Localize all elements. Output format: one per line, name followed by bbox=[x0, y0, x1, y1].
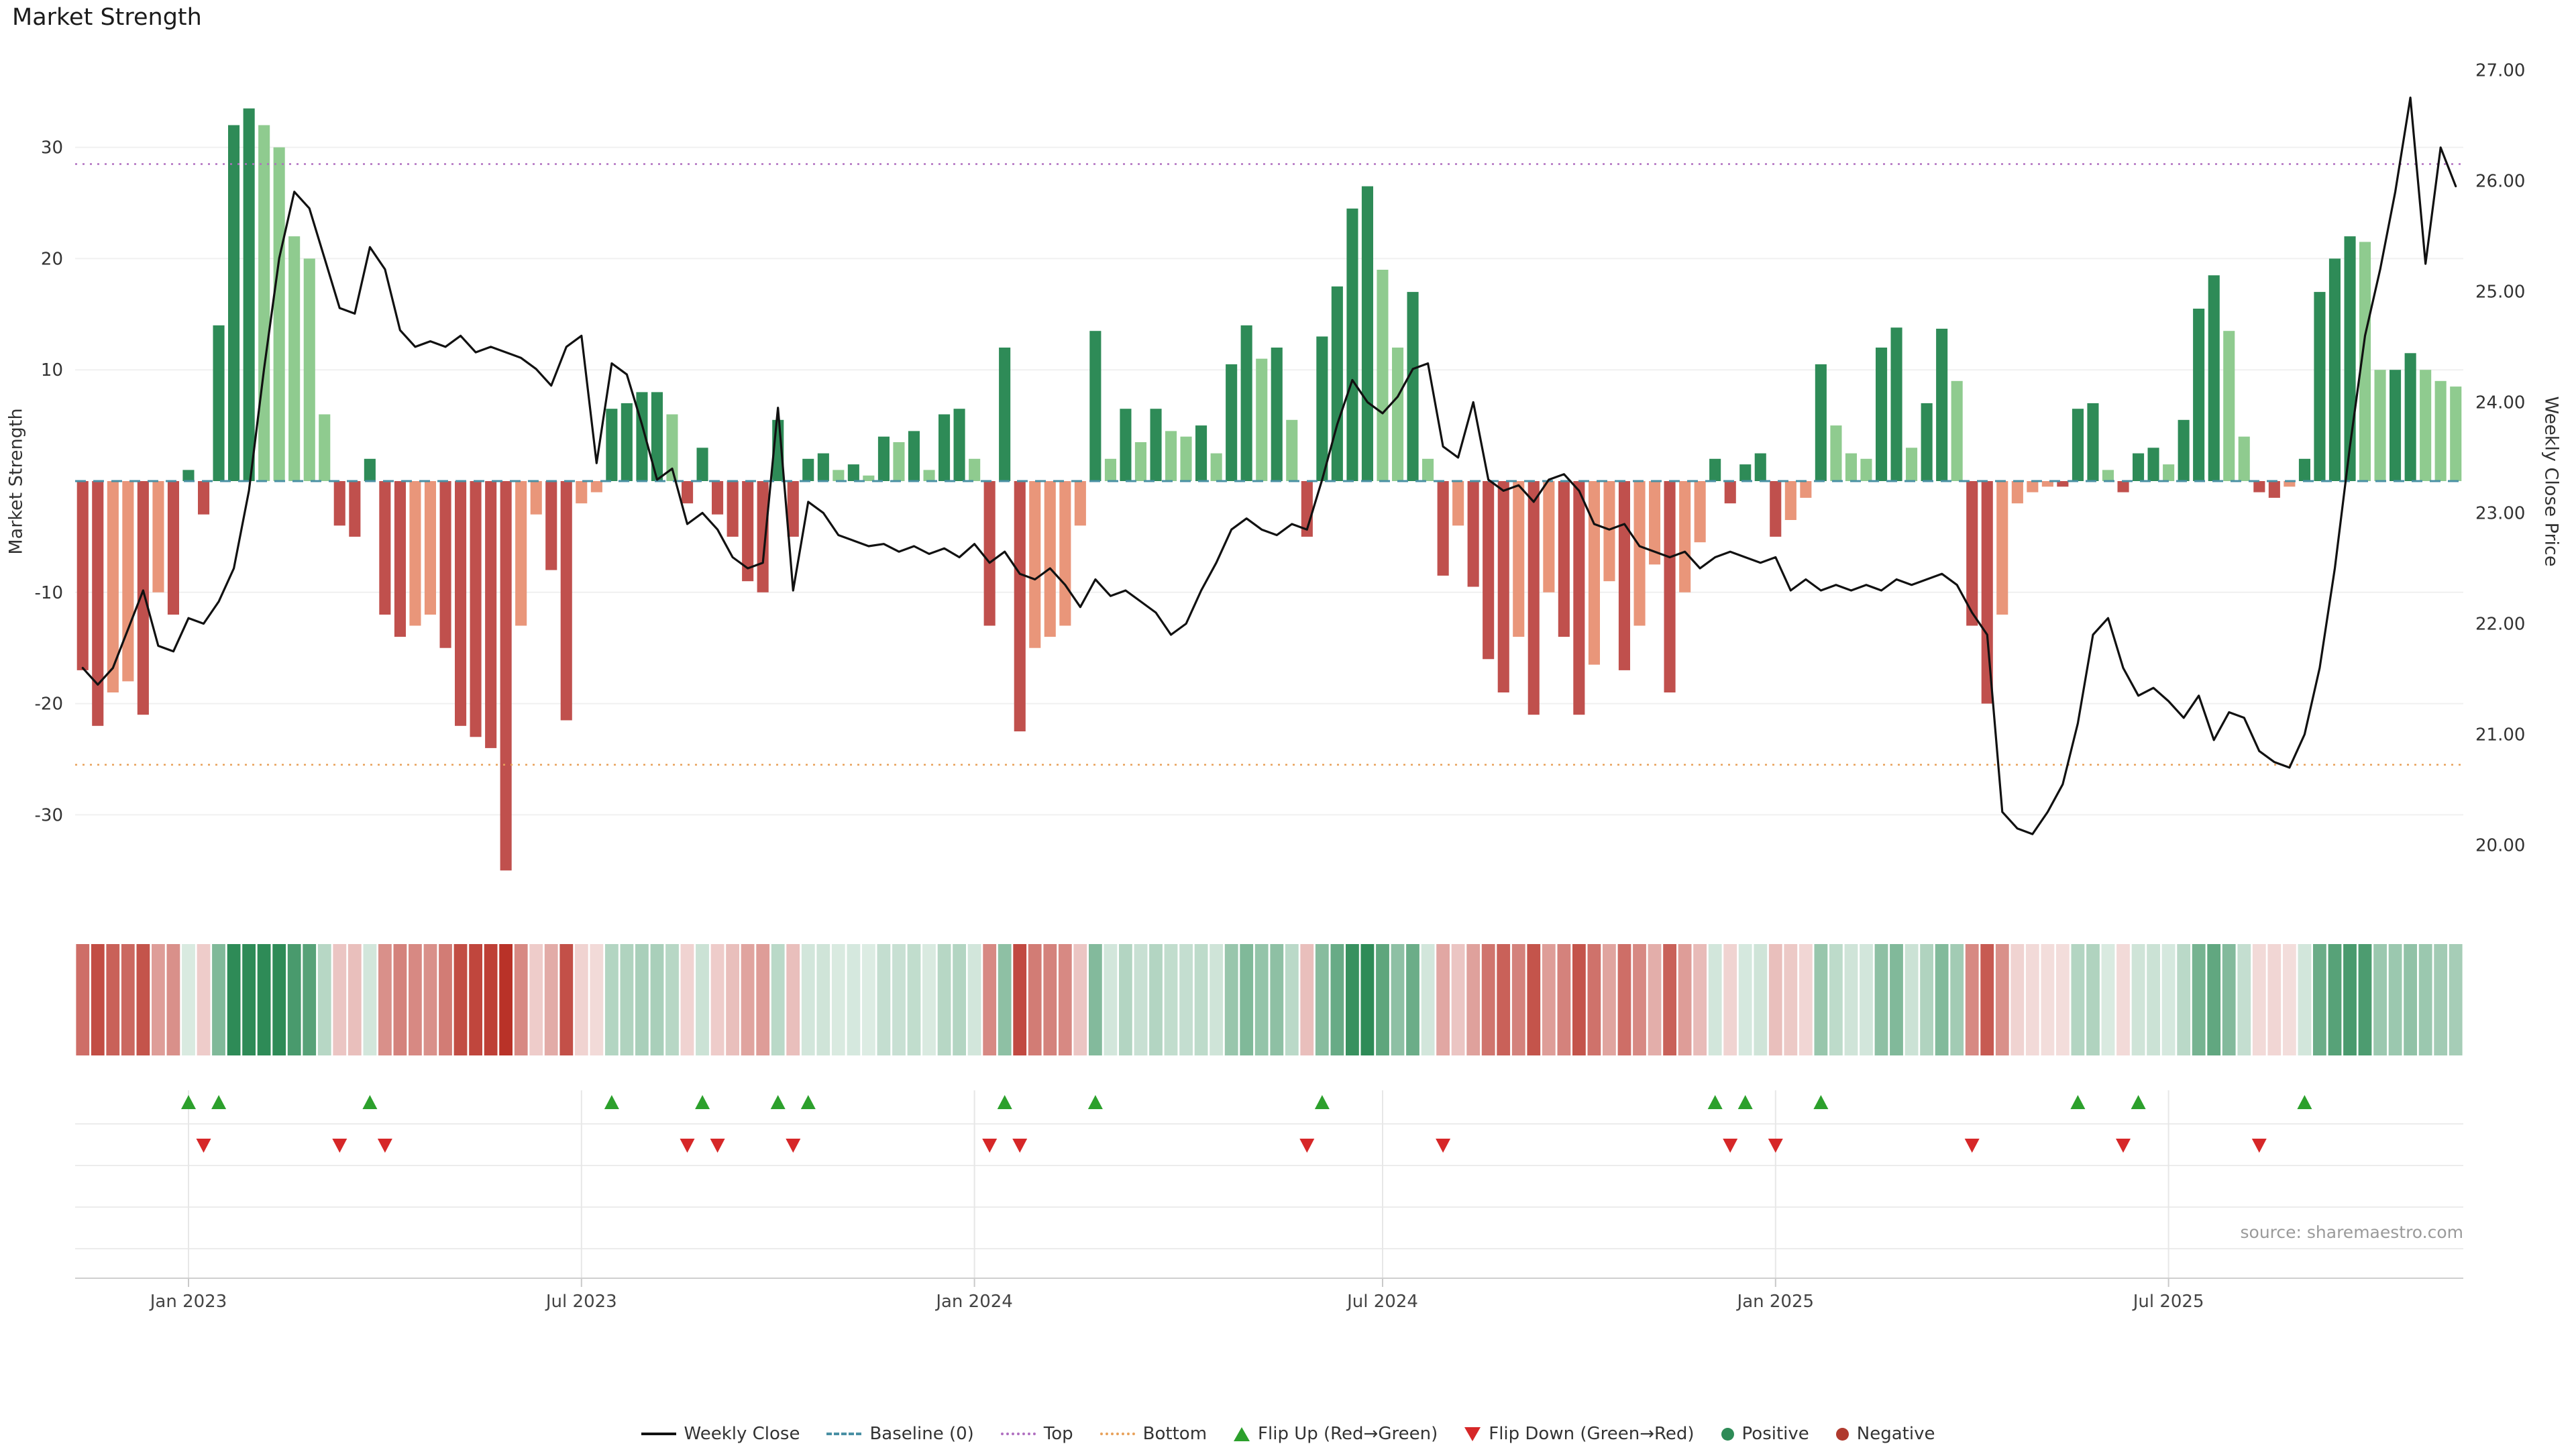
svg-text:22.00: 22.00 bbox=[2475, 615, 2525, 635]
svg-text:30: 30 bbox=[41, 138, 63, 158]
svg-text:-30: -30 bbox=[35, 805, 63, 825]
legend-label: Top bbox=[1043, 1424, 1073, 1444]
svg-text:-20: -20 bbox=[35, 694, 63, 715]
svg-text:27.00: 27.00 bbox=[2475, 60, 2525, 81]
svg-text:Jan 2025: Jan 2025 bbox=[1736, 1292, 1815, 1312]
svg-text:10: 10 bbox=[41, 360, 63, 380]
svg-text:24.00: 24.00 bbox=[2475, 393, 2525, 413]
svg-text:20.00: 20.00 bbox=[2475, 836, 2525, 856]
svg-text:23.00: 23.00 bbox=[2475, 503, 2525, 523]
source-note: source: sharemaestro.com bbox=[2240, 1223, 2464, 1242]
negative-dot-icon bbox=[1835, 1427, 1849, 1441]
flip-up-markers bbox=[181, 1095, 2312, 1109]
svg-text:Jan 2023: Jan 2023 bbox=[149, 1292, 227, 1312]
legend-label: Positive bbox=[1741, 1424, 1809, 1444]
legend-item-flip-up: Flip Up (Red→Green) bbox=[1234, 1424, 1438, 1444]
legend-item-flip-down: Flip Down (Green→Red) bbox=[1464, 1424, 1695, 1444]
page-title: Market Strength bbox=[12, 4, 202, 31]
svg-text:26.00: 26.00 bbox=[2475, 171, 2525, 191]
top-dotted-line-icon bbox=[1000, 1433, 1036, 1435]
axis-tick-labels: Jan 2023 Jul 2023 Jan 2024 Jul 2024 Jan 2025… bbox=[35, 60, 2526, 1312]
legend-item-top: Top bbox=[1000, 1424, 1073, 1444]
svg-text:20: 20 bbox=[41, 249, 63, 269]
bottom-dotted-line-icon bbox=[1099, 1433, 1135, 1435]
lower-panel-grid bbox=[75, 1090, 2463, 1287]
baseline-dash-icon bbox=[826, 1433, 862, 1435]
positive-dot-icon bbox=[1721, 1427, 1734, 1441]
svg-text:-10: -10 bbox=[35, 583, 63, 603]
strength-bars bbox=[76, 108, 2462, 871]
legend-item-baseline: Baseline (0) bbox=[826, 1424, 974, 1444]
legend-label: Negative bbox=[1856, 1424, 1935, 1444]
flip-down-triangle-icon bbox=[1464, 1427, 1481, 1441]
svg-text:Jul 2024: Jul 2024 bbox=[1346, 1292, 1418, 1312]
flip-down-markers bbox=[196, 1139, 2267, 1153]
legend-label: Baseline (0) bbox=[869, 1424, 974, 1444]
legend-label: Weekly Close bbox=[684, 1424, 800, 1444]
legend-label: Bottom bbox=[1142, 1424, 1208, 1444]
chart-legend: Weekly Close Baseline (0) Top Bottom Fli… bbox=[0, 1424, 2576, 1444]
weekly-close-line-icon bbox=[641, 1433, 676, 1435]
legend-item-weekly-close: Weekly Close bbox=[641, 1424, 800, 1444]
svg-text:Jul 2023: Jul 2023 bbox=[545, 1292, 617, 1312]
svg-text:25.00: 25.00 bbox=[2475, 282, 2525, 302]
svg-text:Jan 2024: Jan 2024 bbox=[934, 1292, 1013, 1312]
svg-text:21.00: 21.00 bbox=[2475, 725, 2525, 745]
weekly-close-line bbox=[81, 96, 2457, 835]
heatmap-strip bbox=[76, 944, 2463, 1055]
legend-label: Flip Up (Red→Green) bbox=[1258, 1424, 1438, 1444]
flip-up-triangle-icon bbox=[1234, 1427, 1250, 1441]
left-axis-title: Market Strength bbox=[5, 408, 27, 555]
legend-item-negative: Negative bbox=[1835, 1424, 1935, 1444]
svg-text:Jul 2025: Jul 2025 bbox=[2132, 1292, 2204, 1312]
legend-item-positive: Positive bbox=[1721, 1424, 1809, 1444]
legend-label: Flip Down (Green→Red) bbox=[1489, 1424, 1695, 1444]
right-axis-title: Weekly Close Price bbox=[2540, 396, 2562, 567]
legend-item-bottom: Bottom bbox=[1099, 1424, 1208, 1444]
